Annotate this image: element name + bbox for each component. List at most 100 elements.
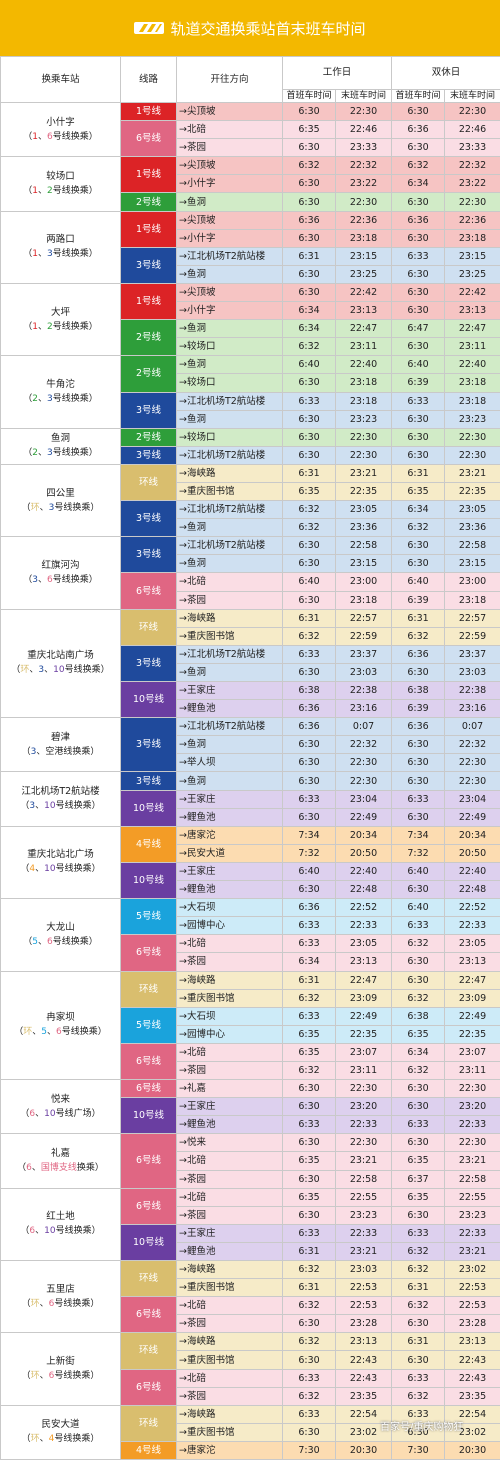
weekend-first-time: 6:31 — [392, 609, 445, 627]
header-station: 换乘车站 — [1, 57, 121, 103]
weekend-first-time: 6:37 — [392, 1170, 445, 1188]
weekday-last-time: 23:18 — [336, 591, 392, 609]
weekday-first-time: 6:30 — [283, 663, 336, 681]
transfer-segment: 号线换乘） — [54, 1434, 99, 1444]
weekend-last-time: 23:15 — [445, 555, 500, 573]
line-badge: 5号线 — [121, 899, 177, 935]
direction-cell: →茶园 — [177, 139, 283, 157]
weekend-last-time: 23:07 — [445, 1043, 500, 1061]
weekday-last-time: 23:09 — [336, 989, 392, 1007]
weekend-first-time: 6:35 — [392, 1025, 445, 1043]
station-name: 大坪 — [1, 306, 120, 320]
weekend-first-time: 6:30 — [392, 1351, 445, 1369]
direction-cell: →尖顶坡 — [177, 211, 283, 229]
weekday-last-time: 23:15 — [336, 555, 392, 573]
transfer-segment: （ — [23, 132, 32, 142]
line-badge: 6号线 — [121, 1188, 177, 1224]
direction-cell: →王家庄 — [177, 1224, 283, 1242]
direction-cell: →江北机场T2航站楼 — [177, 537, 283, 555]
weekend-first-time: 6:30 — [392, 229, 445, 247]
line-badge: 3号线 — [121, 718, 177, 772]
direction-cell: →鱼洞 — [177, 772, 283, 790]
weekday-first-time: 6:33 — [283, 1224, 336, 1242]
weekend-first-time: 7:30 — [392, 1441, 445, 1459]
direction-cell: →重庆图书馆 — [177, 1279, 283, 1297]
weekend-last-time: 22:33 — [445, 917, 500, 935]
transfer-segment: （ — [22, 1371, 31, 1381]
weekday-last-time: 20:30 — [336, 1441, 392, 1459]
direction-cell: →茶园 — [177, 1315, 283, 1333]
weekday-first-time: 6:30 — [283, 808, 336, 826]
header-weekday-first: 首班车时间 — [283, 90, 336, 103]
weekend-first-time: 6:30 — [392, 283, 445, 301]
weekday-first-time: 6:33 — [283, 645, 336, 663]
weekday-last-time: 22:35 — [336, 482, 392, 500]
weekday-last-time: 22:59 — [336, 627, 392, 645]
station-cell: 红旗河沟（3、6号线换乘） — [1, 537, 121, 609]
transfer-segment: （ — [23, 394, 32, 404]
station-name: 两路口 — [1, 233, 120, 247]
weekend-last-time: 23:25 — [445, 265, 500, 283]
direction-cell: →江北机场T2航站楼 — [177, 501, 283, 519]
transfer-segment: 、 — [35, 1109, 44, 1119]
page-header: 轨道交通换乘站首末班车时间 — [0, 0, 500, 56]
line-badge: 2号线 — [121, 356, 177, 392]
header-weekend: 双休日 — [392, 57, 500, 90]
station-name: 红旗河沟 — [1, 559, 120, 573]
transfer-segment: （ — [23, 937, 32, 947]
weekend-first-time: 6:30 — [392, 663, 445, 681]
direction-cell: →园博中心 — [177, 1025, 283, 1043]
transfer-segment: 环 — [31, 1299, 40, 1309]
station-name: 悦来 — [1, 1093, 120, 1107]
weekday-last-time: 22:30 — [336, 1080, 392, 1098]
transfer-segment: 、 — [40, 503, 49, 513]
weekday-first-time: 6:32 — [283, 338, 336, 356]
weekend-first-time: 6:34 — [392, 1043, 445, 1061]
weekend-last-time: 23:03 — [445, 663, 500, 681]
weekend-last-time: 23:28 — [445, 1315, 500, 1333]
station-cell: 碧津（3、空港线换乘） — [1, 718, 121, 772]
direction-cell: →较场口 — [177, 428, 283, 446]
weekday-first-time: 6:30 — [283, 446, 336, 464]
weekend-first-time: 7:34 — [392, 826, 445, 844]
weekday-first-time: 6:34 — [283, 320, 336, 338]
weekend-first-time: 6:40 — [392, 899, 445, 917]
transfer-segment: 、 — [47, 1027, 56, 1037]
weekend-first-time: 6:30 — [392, 537, 445, 555]
weekday-first-time: 6:32 — [283, 519, 336, 537]
weekend-last-time: 23:18 — [445, 229, 500, 247]
weekend-first-time: 6:30 — [392, 1315, 445, 1333]
weekend-first-time: 6:30 — [392, 338, 445, 356]
direction-cell: →重庆图书馆 — [177, 1423, 283, 1441]
direction-cell: →尖顶坡 — [177, 283, 283, 301]
weekend-first-time: 6:30 — [392, 1098, 445, 1116]
weekend-first-time: 6:35 — [392, 482, 445, 500]
weekday-last-time: 23:21 — [336, 1242, 392, 1260]
weekend-first-time: 6:30 — [392, 971, 445, 989]
direction-cell: →鱼洞 — [177, 193, 283, 211]
weekday-first-time: 6:30 — [283, 229, 336, 247]
weekend-last-time: 23:02 — [445, 1261, 500, 1279]
weekend-last-time: 22:33 — [445, 1224, 500, 1242]
line-badge: 6号线 — [121, 1080, 177, 1098]
direction-cell: →举人坝 — [177, 754, 283, 772]
direction-cell: →茶园 — [177, 1061, 283, 1079]
station-name: 江北机场T2航站楼 — [1, 785, 120, 799]
weekend-last-time: 22:32 — [445, 736, 500, 754]
transfer-segment: 号线换乘） — [53, 186, 98, 196]
direction-cell: →鲤鱼池 — [177, 881, 283, 899]
line-badge: 10号线 — [121, 1098, 177, 1134]
station-transfer-note: （6、10号线换乘） — [1, 1224, 120, 1238]
weekend-last-time: 22:46 — [445, 121, 500, 139]
weekday-last-time: 22:57 — [336, 609, 392, 627]
transfer-segment: （ — [23, 322, 32, 332]
station-cell: 五里店（环、6号线换乘） — [1, 1261, 121, 1333]
direction-cell: →民安大道 — [177, 844, 283, 862]
direction-cell: →重庆图书馆 — [177, 627, 283, 645]
transfer-segment: 、 — [38, 132, 47, 142]
weekday-first-time: 6:31 — [283, 1242, 336, 1260]
